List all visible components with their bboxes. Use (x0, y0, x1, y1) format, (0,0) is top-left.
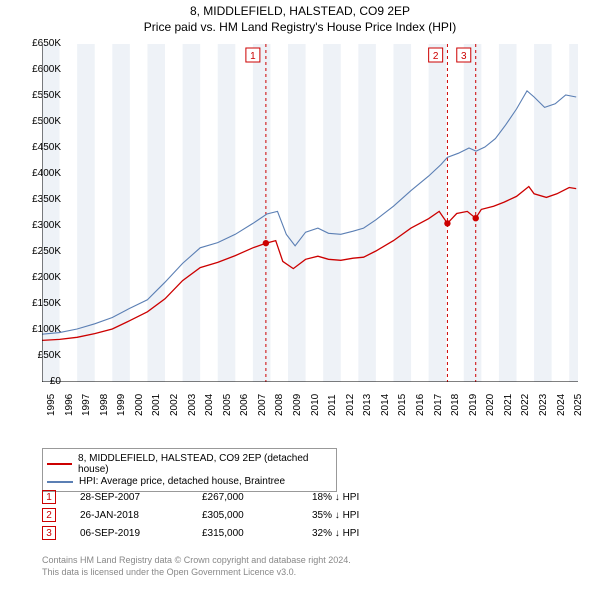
x-tick-label: 2011 (327, 394, 338, 416)
y-tick-label: £500K (21, 116, 61, 127)
x-tick-label: 2012 (345, 394, 356, 416)
legend-label: HPI: Average price, detached house, Brai… (79, 476, 285, 487)
events-table: 1 28-SEP-2007£267,00018% ↓ HPI 2 26-JAN-201… (42, 490, 359, 544)
x-tick-label: 2005 (222, 394, 233, 416)
svg-text:3: 3 (461, 51, 467, 62)
legend: 8, MIDDLEFIELD, HALSTEAD, CO9 2EP (detac… (42, 448, 337, 492)
y-tick-label: £600K (21, 64, 61, 75)
x-tick-label: 2018 (450, 394, 461, 416)
y-tick-label: £300K (21, 220, 61, 231)
x-tick-label: 2022 (520, 394, 531, 416)
x-tick-label: 2016 (415, 394, 426, 416)
x-tick-label: 2021 (503, 394, 514, 416)
x-tick-label: 2013 (362, 394, 373, 416)
x-tick-label: 1996 (64, 394, 75, 416)
y-tick-label: £400K (21, 168, 61, 179)
x-tick-label: 2010 (310, 394, 321, 416)
y-tick-label: £200K (21, 272, 61, 283)
event-date: 06-SEP-2019 (80, 528, 202, 539)
event-diff: 32% ↓ HPI (312, 528, 359, 539)
legend-row: 8, MIDDLEFIELD, HALSTEAD, CO9 2EP (detac… (47, 453, 332, 475)
footer-attribution: Contains HM Land Registry data © Crown c… (42, 554, 351, 578)
y-tick-label: £650K (21, 38, 61, 49)
x-tick-label: 2020 (485, 394, 496, 416)
y-tick-label: £250K (21, 246, 61, 257)
chart-title: 8, MIDDLEFIELD, HALSTEAD, CO9 2EP Price … (0, 0, 600, 35)
event-date: 28-SEP-2007 (80, 492, 202, 503)
legend-label: 8, MIDDLEFIELD, HALSTEAD, CO9 2EP (detac… (78, 453, 332, 475)
event-date: 26-JAN-2018 (80, 510, 202, 521)
chart-svg: 1 2 3 (42, 44, 578, 382)
x-tick-label: 2001 (151, 394, 162, 416)
event-marker-number: 2 (42, 508, 56, 522)
x-tick-label: 2003 (187, 394, 198, 416)
chart-area: 1 2 3 (42, 44, 578, 404)
x-tick-label: 2004 (204, 394, 215, 416)
footer-line-1: Contains HM Land Registry data © Crown c… (42, 554, 351, 566)
x-tick-label: 2014 (380, 394, 391, 416)
x-tick-label: 2017 (433, 394, 444, 416)
y-tick-label: £150K (21, 298, 61, 309)
svg-text:2: 2 (433, 51, 439, 62)
x-tick-label: 1999 (116, 394, 127, 416)
legend-swatch (47, 481, 73, 483)
y-tick-label: £350K (21, 194, 61, 205)
x-tick-label: 1998 (99, 394, 110, 416)
event-marker-number: 3 (42, 526, 56, 540)
footer-line-2: This data is licensed under the Open Gov… (42, 566, 351, 578)
y-tick-label: £450K (21, 142, 61, 153)
x-tick-label: 2006 (239, 394, 250, 416)
event-row: 2 26-JAN-2018£305,00035% ↓ HPI (42, 508, 359, 522)
event-price: £267,000 (202, 492, 312, 503)
event-price: £305,000 (202, 510, 312, 521)
event-diff: 35% ↓ HPI (312, 510, 359, 521)
event-price: £315,000 (202, 528, 312, 539)
event-row: 3 06-SEP-2019£315,00032% ↓ HPI (42, 526, 359, 540)
x-tick-label: 1997 (81, 394, 92, 416)
event-marker-number: 1 (42, 490, 56, 504)
legend-swatch (47, 463, 72, 465)
event-row: 1 28-SEP-2007£267,00018% ↓ HPI (42, 490, 359, 504)
y-tick-label: £100K (21, 324, 61, 335)
title-line-1: 8, MIDDLEFIELD, HALSTEAD, CO9 2EP (0, 4, 600, 20)
legend-row: HPI: Average price, detached house, Brai… (47, 476, 332, 487)
x-tick-label: 2002 (169, 394, 180, 416)
y-tick-label: £550K (21, 90, 61, 101)
x-tick-label: 2007 (257, 394, 268, 416)
y-tick-label: £50K (21, 350, 61, 361)
x-tick-label: 2009 (292, 394, 303, 416)
y-tick-label: £0 (21, 376, 61, 387)
x-tick-label: 2008 (274, 394, 285, 416)
x-tick-label: 1995 (46, 394, 57, 416)
event-diff: 18% ↓ HPI (312, 492, 359, 503)
x-tick-label: 2024 (556, 394, 567, 416)
x-tick-label: 2015 (397, 394, 408, 416)
x-tick-label: 2023 (538, 394, 549, 416)
x-tick-label: 2025 (573, 394, 584, 416)
x-tick-label: 2019 (468, 394, 479, 416)
svg-text:1: 1 (250, 51, 256, 62)
x-tick-label: 2000 (134, 394, 145, 416)
title-line-2: Price paid vs. HM Land Registry's House … (0, 20, 600, 36)
